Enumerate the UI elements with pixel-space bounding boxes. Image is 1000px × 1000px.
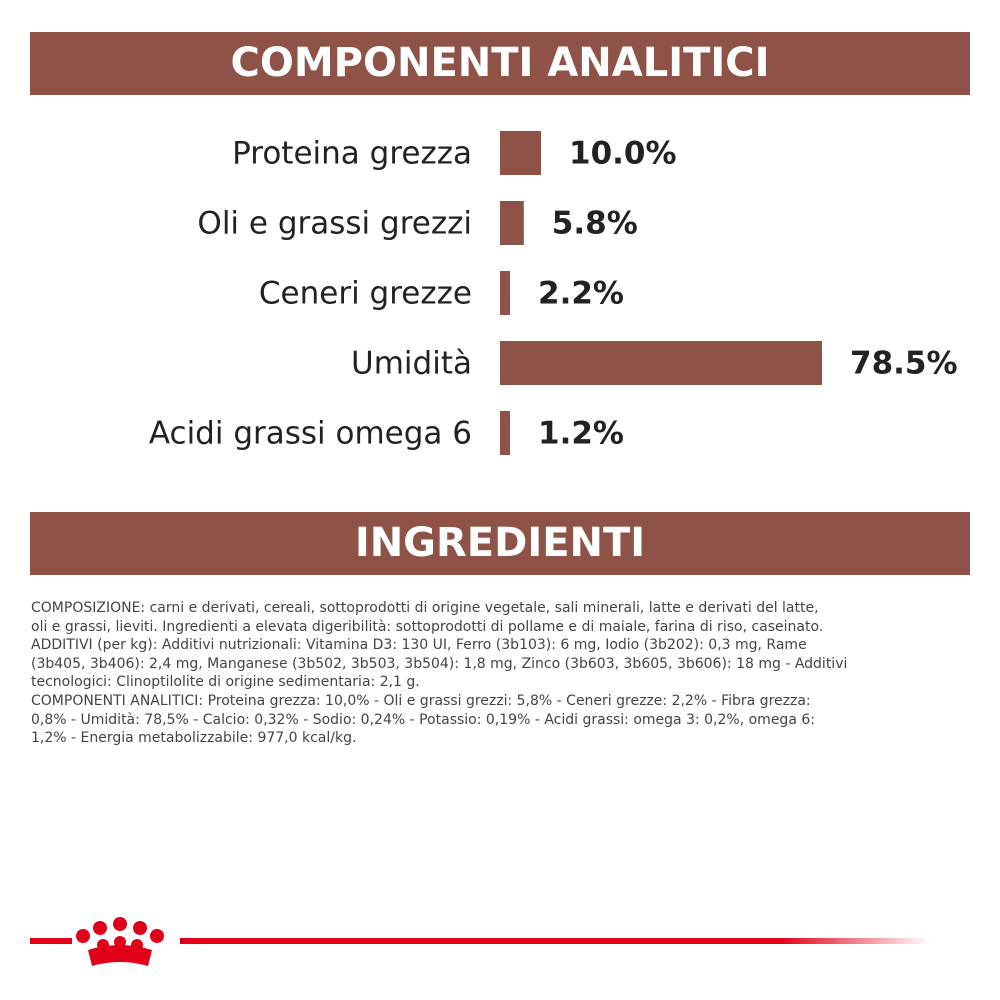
- footer-line: [180, 938, 930, 944]
- category-label: Oli e grassi grezzi: [197, 206, 472, 242]
- text-line: ADDITIVI (per kg): Additivi nutrizionali…: [31, 637, 807, 654]
- section-title: INGREDIENTI: [355, 520, 645, 566]
- category-label: Ceneri grezze: [259, 276, 472, 312]
- bar: [500, 131, 542, 175]
- chart-title: COMPONENTI ANALITICI: [230, 40, 769, 86]
- logo: [76, 917, 164, 966]
- header-band: [30, 512, 970, 575]
- text-line: tecnologici: Clinoptilolite di origine s…: [31, 674, 420, 691]
- text-line: 1,2% - Energia metabolizzabile: 977,0 kc…: [31, 730, 357, 747]
- category-label: Acidi grassi omega 6: [149, 416, 472, 452]
- text-line: COMPONENTI ANALITICI: Proteina grezza: 1…: [31, 692, 811, 709]
- text-line: COMPOSIZIONE: carni e derivati, cereali,…: [31, 600, 819, 616]
- ingredients-text: COMPOSIZIONE: carni e derivati, cereali,…: [31, 599, 981, 748]
- footer: [30, 917, 930, 966]
- value-label: 1.2%: [538, 416, 624, 452]
- footer-line: [30, 938, 72, 944]
- value-label: 5.8%: [552, 206, 638, 242]
- category-label: Proteina grezza: [232, 136, 472, 172]
- bar: [500, 201, 524, 245]
- category-label: Umidità: [351, 346, 472, 382]
- value-label: 2.2%: [538, 276, 624, 312]
- value-label: 78.5%: [850, 346, 958, 382]
- text-line: oli e grassi, lieviti. Ingredienti a ele…: [31, 618, 824, 635]
- text-line: 0,8% - Umidità: 78,5% - Calcio: 0,32% - …: [31, 711, 815, 728]
- value-label: 10.0%: [569, 136, 677, 172]
- bar: [500, 271, 510, 315]
- bar: [500, 341, 822, 385]
- bar: [500, 411, 510, 455]
- header-band: [30, 32, 970, 95]
- text-line: (3b405, 3b406): 2,4 mg, Manganese (3b502…: [31, 655, 848, 672]
